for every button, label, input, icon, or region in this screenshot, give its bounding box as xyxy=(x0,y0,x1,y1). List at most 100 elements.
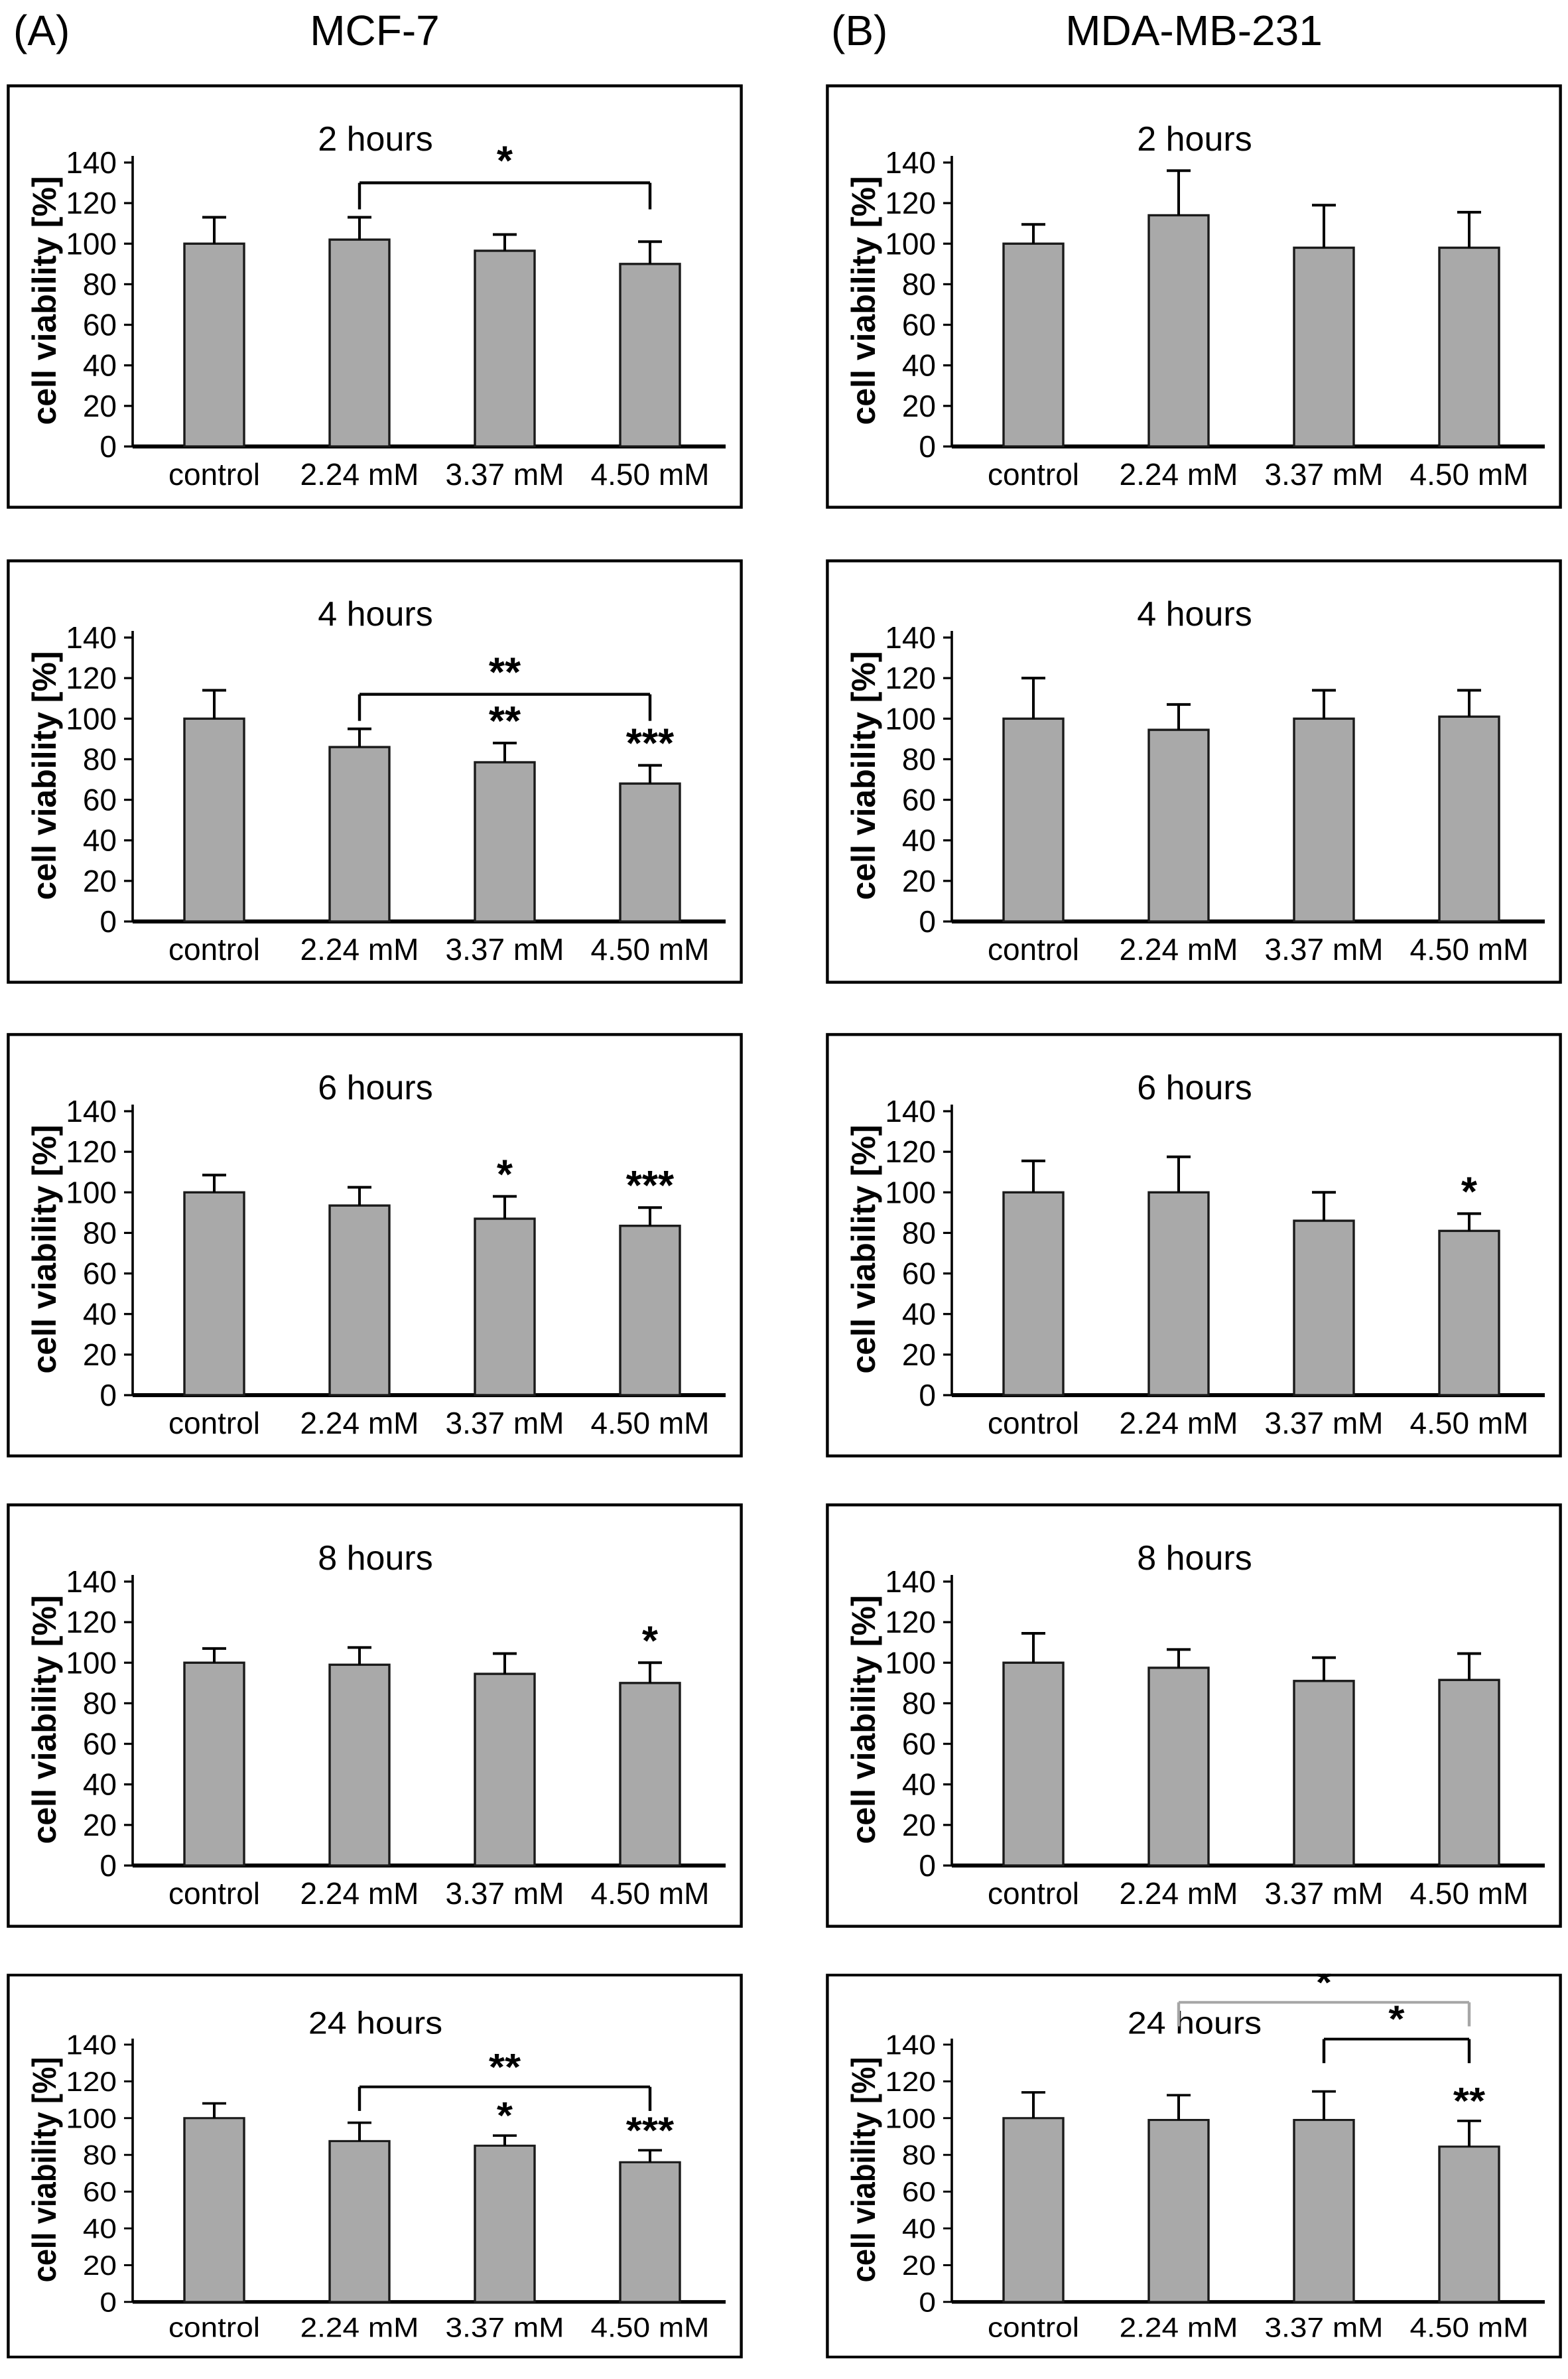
x-tick-label: 3.37 mM xyxy=(1265,1876,1384,1911)
chart-svg: 4 hours cell viability [%] 0 20 40 60 80 100 120… xyxy=(826,559,1562,984)
x-tick-label: 2.24 mM xyxy=(1120,932,1238,967)
chart-title: 24 hours xyxy=(308,2005,442,2041)
y-tick-label: 60 xyxy=(83,1727,117,1761)
y-tick-label: 120 xyxy=(66,1605,117,1639)
y-tick-label: 100 xyxy=(885,1645,936,1680)
y-tick-label: 120 xyxy=(66,186,117,220)
bar-4.50 mM xyxy=(619,1682,681,1867)
y-tick-label: 40 xyxy=(902,348,936,383)
y-axis-label: cell viability [%] xyxy=(26,651,63,900)
bar-2.24 mM xyxy=(328,238,391,448)
x-tick-label: control xyxy=(988,2312,1079,2343)
y-tick-label: 40 xyxy=(83,1297,117,1331)
bar-2.24 mM xyxy=(328,1663,391,1867)
y-axis-label: cell viability [%] xyxy=(26,176,63,425)
chart-panel-mcf7-8h: 8 hours cell viability [%] 0 20 40 60 80 100 120… xyxy=(7,1503,743,1928)
y-tick-label: 0 xyxy=(99,1848,117,1883)
chart-svg: 2 hours cell viability [%] 0 20 40 60 80 100 120… xyxy=(826,84,1562,509)
y-tick-label: 100 xyxy=(885,2103,936,2134)
chart-panel-mcf7-4h: 4 hours cell viability [%] 0 20 40 60 80 100 120… xyxy=(7,559,743,984)
y-tick-label: 80 xyxy=(902,2140,936,2171)
x-tick-label: control xyxy=(988,1406,1079,1440)
y-tick-label: 80 xyxy=(902,1215,936,1250)
bar-2.24 mM xyxy=(1147,1191,1210,1396)
x-tick-label: 3.37 mM xyxy=(446,932,564,967)
bar-control xyxy=(183,2117,245,2303)
y-tick-label: 20 xyxy=(902,389,936,423)
y-tick-label: 20 xyxy=(83,389,117,423)
x-tick-label: control xyxy=(168,2312,260,2343)
y-tick-label: 80 xyxy=(83,1686,117,1720)
bar-4.50 mM xyxy=(1438,1678,1500,1867)
y-tick-label: 100 xyxy=(885,226,936,261)
x-tick-label: 3.37 mM xyxy=(1265,932,1384,967)
bar-control xyxy=(1002,1661,1065,1867)
y-axis-label: cell viability [%] xyxy=(845,1124,882,1373)
y-tick-label: 40 xyxy=(902,823,936,858)
x-tick-label: 2.24 mM xyxy=(300,2312,419,2343)
significance-marker: * xyxy=(642,1618,659,1664)
x-tick-label: 3.37 mM xyxy=(1265,2312,1384,2343)
bar-3.37 mM xyxy=(474,761,536,923)
bar-2.24 mM xyxy=(1147,2118,1210,2303)
x-tick-label: control xyxy=(168,457,260,492)
y-tick-label: 100 xyxy=(885,1175,936,1209)
panel-a-title: MCF-7 xyxy=(310,7,440,54)
bar-4.50 mM xyxy=(619,263,681,448)
y-tick-label: 120 xyxy=(66,1134,117,1169)
y-tick-label: 0 xyxy=(99,429,117,464)
y-axis-label: cell viability [%] xyxy=(27,2057,64,2282)
bar-3.37 mM xyxy=(1293,1680,1355,1867)
bar-4.50 mM xyxy=(619,1225,681,1396)
y-tick-label: 0 xyxy=(919,1848,936,1883)
y-tick-label: 80 xyxy=(902,267,936,301)
bar-4.50 mM xyxy=(1438,715,1500,923)
y-tick-label: 100 xyxy=(66,226,117,261)
chart-title: 2 hours xyxy=(318,120,432,159)
y-tick-label: 0 xyxy=(919,429,936,464)
y-tick-label: 140 xyxy=(885,1094,936,1128)
y-tick-label: 80 xyxy=(83,2140,117,2171)
bar-control xyxy=(1002,2117,1065,2303)
y-tick-label: 140 xyxy=(885,2029,936,2061)
y-tick-label: 40 xyxy=(902,2213,936,2244)
bar-control xyxy=(183,242,245,448)
bracket-significance-label: ** xyxy=(489,650,521,696)
bar-3.37 mM xyxy=(474,249,536,448)
bar-3.37 mM xyxy=(1293,246,1355,448)
x-tick-label: 2.24 mM xyxy=(300,932,419,967)
chart-title: 2 hours xyxy=(1137,120,1252,159)
bracket-significance-label: ** xyxy=(489,2046,521,2088)
y-tick-label: 0 xyxy=(919,904,936,939)
y-tick-label: 40 xyxy=(902,1767,936,1802)
chart-svg: 6 hours cell viability [%] 0 20 40 60 80 100 120… xyxy=(7,1033,743,1458)
x-tick-label: 4.50 mM xyxy=(591,2312,710,2343)
bar-2.24 mM xyxy=(1147,1666,1210,1867)
chart-title: 6 hours xyxy=(1137,1069,1252,1107)
y-tick-label: 60 xyxy=(902,783,936,817)
y-tick-label: 60 xyxy=(83,2177,117,2208)
chart-panel-mdamb231-8h: 8 hours cell viability [%] 0 20 40 60 80 100 120… xyxy=(826,1503,1562,1928)
bar-3.37 mM xyxy=(474,2144,536,2303)
bar-control xyxy=(1002,242,1065,448)
y-tick-label: 80 xyxy=(83,267,117,301)
x-tick-label: control xyxy=(168,1406,260,1440)
bar-2.24 mM xyxy=(1147,214,1210,448)
bracket-significance-label: * xyxy=(1388,1998,1404,2040)
significance-marker: * xyxy=(497,1152,513,1197)
y-tick-label: 140 xyxy=(66,145,117,180)
x-tick-label: 4.50 mM xyxy=(591,457,710,492)
significance-marker: * xyxy=(1461,1169,1478,1215)
x-tick-label: 4.50 mM xyxy=(591,1876,710,1911)
significance-marker: *** xyxy=(626,2109,674,2151)
chart-title: 4 hours xyxy=(1137,595,1252,634)
y-tick-label: 0 xyxy=(919,2287,936,2318)
y-tick-label: 0 xyxy=(919,1378,936,1412)
bar-control xyxy=(183,717,245,923)
chart-panel-mcf7-6h: 6 hours cell viability [%] 0 20 40 60 80 100 120… xyxy=(7,1033,743,1458)
chart-svg: 4 hours cell viability [%] 0 20 40 60 80 100 120… xyxy=(7,559,743,984)
chart-panel-mdamb231-24h: 24 hours cell viability [%] 0 20 40 60 80 100 12… xyxy=(826,1974,1562,2358)
chart-svg: 6 hours cell viability [%] 0 20 40 60 80 100 120… xyxy=(826,1033,1562,1458)
y-tick-label: 120 xyxy=(885,1605,936,1639)
y-tick-label: 0 xyxy=(99,904,117,939)
